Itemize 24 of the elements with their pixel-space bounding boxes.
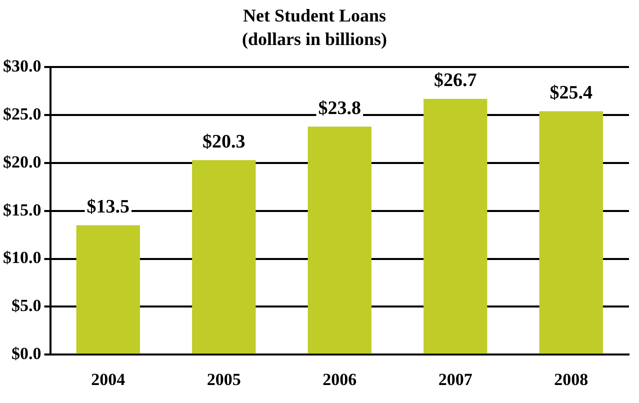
y-tick-label: $25.0 bbox=[3, 104, 42, 124]
x-tick-label: 2008 bbox=[554, 370, 588, 390]
y-tick-label: $0.0 bbox=[12, 344, 42, 363]
bar bbox=[76, 225, 140, 354]
x-tick-label: 2007 bbox=[438, 370, 473, 390]
bar bbox=[308, 126, 372, 354]
y-tick-label: $30.0 bbox=[3, 56, 42, 76]
y-tick-label: $10.0 bbox=[3, 248, 42, 268]
data-label: $20.3 bbox=[202, 132, 246, 153]
bar bbox=[192, 160, 256, 354]
data-label: $26.7 bbox=[434, 70, 478, 92]
data-label: $23.8 bbox=[318, 98, 361, 119]
bar bbox=[539, 111, 603, 354]
chart-subtitle: (dollars in billions) bbox=[242, 29, 388, 50]
x-tick-label: 2006 bbox=[322, 370, 357, 390]
y-tick-label: $5.0 bbox=[12, 296, 42, 316]
bar bbox=[424, 98, 488, 354]
x-tick-label: 2005 bbox=[206, 370, 241, 390]
chart-title: Net Student Loans bbox=[242, 5, 386, 26]
y-tick-label: $15.0 bbox=[3, 200, 42, 220]
x-tick-label: 2004 bbox=[91, 370, 126, 390]
y-tick-label: $20.0 bbox=[3, 152, 42, 172]
data-label: $25.4 bbox=[550, 82, 593, 104]
data-label: $13.5 bbox=[86, 196, 130, 218]
